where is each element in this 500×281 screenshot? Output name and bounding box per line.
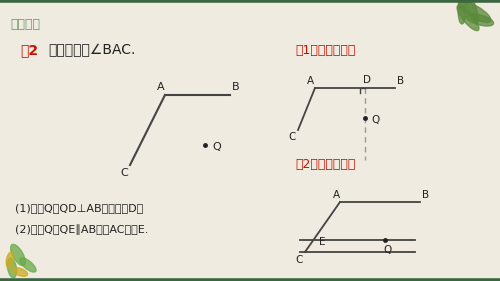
Text: B: B: [422, 190, 430, 200]
Ellipse shape: [6, 252, 14, 268]
Text: 例2: 例2: [20, 43, 38, 57]
Text: A: A: [306, 76, 314, 86]
Text: (1)过点Q画QD⊥AB，垂足为D；: (1)过点Q画QD⊥AB，垂足为D；: [15, 203, 144, 213]
Text: D: D: [363, 75, 371, 85]
Text: C: C: [296, 255, 302, 265]
Text: （1）如图所示：: （1）如图所示：: [295, 44, 356, 56]
Text: C: C: [288, 132, 296, 142]
Ellipse shape: [466, 14, 493, 26]
Ellipse shape: [457, 5, 479, 31]
Text: A: A: [332, 190, 340, 200]
Text: A: A: [157, 82, 165, 92]
Ellipse shape: [20, 258, 36, 272]
Text: Q: Q: [371, 115, 380, 125]
Text: （2）如图所示：: （2）如图所示：: [295, 158, 356, 171]
Ellipse shape: [459, 2, 491, 22]
Text: (2)过点Q画QE∥AB，交AC于点E.: (2)过点Q画QE∥AB，交AC于点E.: [15, 225, 148, 235]
Text: C: C: [120, 168, 128, 178]
Text: Q: Q: [212, 142, 221, 152]
Ellipse shape: [10, 244, 26, 266]
Text: 例题讲解: 例题讲解: [10, 18, 40, 31]
Ellipse shape: [8, 258, 16, 278]
Text: 如图，已知∠BAC.: 如图，已知∠BAC.: [48, 43, 136, 57]
Ellipse shape: [458, 0, 466, 24]
Text: B: B: [232, 82, 240, 92]
Ellipse shape: [466, 0, 478, 23]
Text: E: E: [319, 237, 325, 247]
Ellipse shape: [12, 268, 28, 276]
Text: Q: Q: [383, 245, 391, 255]
Text: B: B: [398, 76, 404, 86]
